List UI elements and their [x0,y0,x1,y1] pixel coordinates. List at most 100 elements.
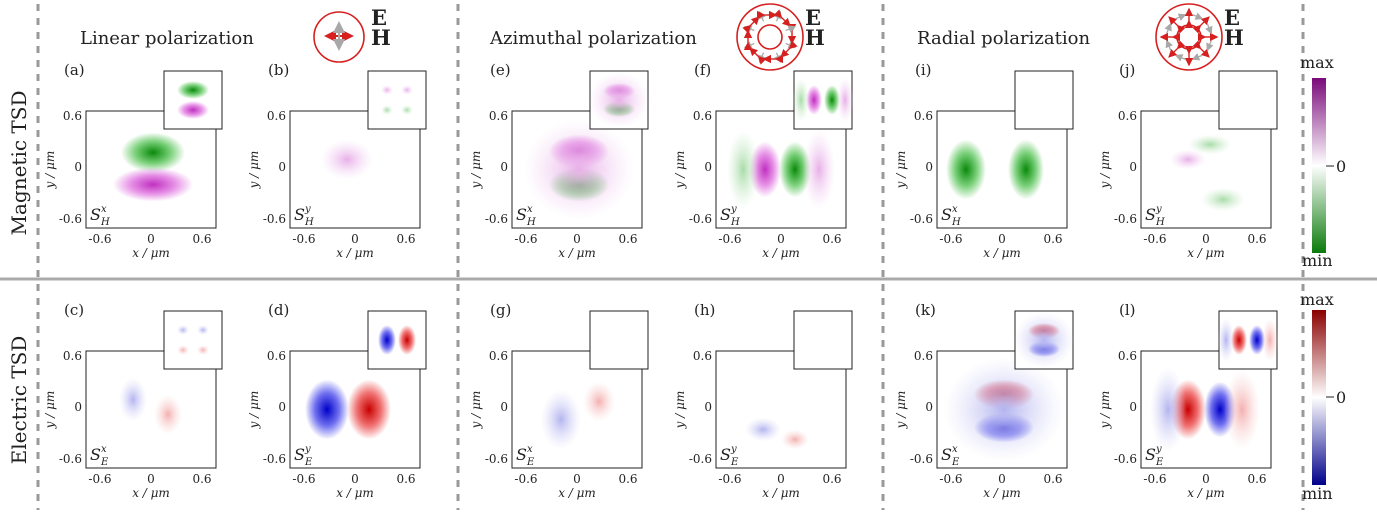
x-tick-label: 0.6 [618,232,637,246]
component-label: S [1145,445,1156,464]
y-tick-label: -0.6 [689,452,712,466]
x-tick-label: -0.6 [514,472,537,486]
x-tick-label: 0 [998,232,1006,246]
x-axis-label: x / μm [762,246,800,260]
density-lobe [583,381,615,422]
panel-letter: (a) [64,61,85,79]
y-tick-label: 0.6 [489,349,508,363]
y-tick-label: 0 [74,400,82,414]
density-lobe [745,417,781,442]
x-tick-label: 0 [147,232,155,246]
density-lobe [347,379,391,440]
inset-lobe [589,72,649,128]
inset-plot [163,70,223,130]
component-subscript: E [951,457,960,468]
y-tick-label: -0.6 [263,452,286,466]
x-tick-label: 0.6 [192,232,211,246]
x-tick-label: 0 [777,472,785,486]
density-lobe [1008,139,1044,200]
y-tick-label: 0 [278,160,286,174]
y-axis-label: y / μm [247,151,261,190]
x-tick-label: 0.6 [618,472,637,486]
panel-letter: (d) [268,301,289,319]
inset-lobe [1231,325,1247,355]
inset-plot [1014,70,1074,130]
density-lobe [541,389,581,450]
panel-letter: (c) [64,301,84,319]
x-tick-label: 0.6 [396,232,415,246]
x-tick-label: 0 [573,472,581,486]
y-tick-label: -0.6 [485,452,508,466]
component-superscript: x [952,204,958,215]
colorbar-zero-label: 0 [1336,388,1346,407]
y-axis-label: y / μm [43,151,57,190]
panel-k: (k) -0.6 -0.6 0 0 0.6 0.6 x / μm y / μm S xE [894,301,1074,500]
y-axis-label: y / μm [43,391,57,430]
panel-letter: (i) [915,61,932,79]
density-lobe [1188,134,1232,155]
inset-lobe [177,325,189,335]
inset-plot [367,70,427,130]
y-tick-label: -0.6 [910,452,933,466]
x-axis-label: x / μm [983,246,1021,260]
panel-letter: (e) [490,61,511,79]
y-tick-label: 0.6 [267,109,286,123]
component-label: S [720,205,731,224]
x-tick-label: -0.6 [88,472,111,486]
radial-polarization-icon: E H [1155,3,1244,71]
component-subscript: H [951,217,961,228]
inset-lobe [401,85,413,95]
panel-g: (g) -0.6 -0.6 0 0 0.6 0.6 x / μm y / μm S xE [469,301,649,500]
component-label: S [294,205,305,224]
x-tick-label: 0 [1202,232,1210,246]
x-tick-label: 0 [777,232,785,246]
component-subscript: E [526,457,535,468]
component-subscript: E [304,457,313,468]
y-tick-label: 0.6 [1118,109,1137,123]
density-lobe [1150,367,1186,452]
y-tick-label: 0.6 [914,109,933,123]
inset-lobe [381,105,393,115]
component-superscript: y [1155,444,1162,455]
y-tick-label: -0.6 [689,212,712,226]
inset-lobe [381,85,393,95]
y-tick-label: 0 [1129,400,1137,414]
density-lobe [321,139,373,180]
inset-lobe [197,325,209,335]
x-axis-label: x / μm [132,246,170,260]
density-lobe [121,132,185,173]
x-tick-label: 0 [351,232,359,246]
inset-lobe [177,101,209,119]
x-tick-label: -0.6 [1143,232,1166,246]
y-tick-label: 0 [278,400,286,414]
density-lobe [946,139,986,200]
y-tick-label: 0.6 [267,349,286,363]
e-field-label: E [1224,5,1240,30]
panel-f: (f) -0.6 -0.6 0 0 0.6 0.6 x / μm y / μm S yH [673,61,853,260]
y-tick-label: -0.6 [59,452,82,466]
y-tick-label: 0 [500,160,508,174]
panel-letter: (g) [490,301,511,319]
h-field-label: H [371,25,391,50]
component-superscript: x [952,444,958,455]
panel-b: (b) -0.6 -0.6 0 0 0.6 0.6 x / μm y / μm S yH [247,61,427,260]
component-subscript: E [100,457,109,468]
inset-lobe [197,345,209,355]
y-tick-label: 0 [704,400,712,414]
component-superscript: x [101,444,107,455]
inset-lobe [793,78,809,122]
column-title-linear: Linear polarization [80,28,254,49]
inset-lobe [837,78,853,122]
x-tick-label: 0 [1202,472,1210,486]
x-axis-label: x / μm [558,246,596,260]
h-field-label: H [805,25,825,50]
y-tick-label: 0 [925,160,933,174]
x-axis-label: x / μm [762,486,800,500]
separator-lines [36,4,1305,510]
y-tick-label: -0.6 [1114,452,1137,466]
y-tick-label: 0.6 [693,349,712,363]
component-superscript: y [1155,204,1162,215]
x-axis-label: x / μm [983,486,1021,500]
y-axis-label: y / μm [247,391,261,430]
